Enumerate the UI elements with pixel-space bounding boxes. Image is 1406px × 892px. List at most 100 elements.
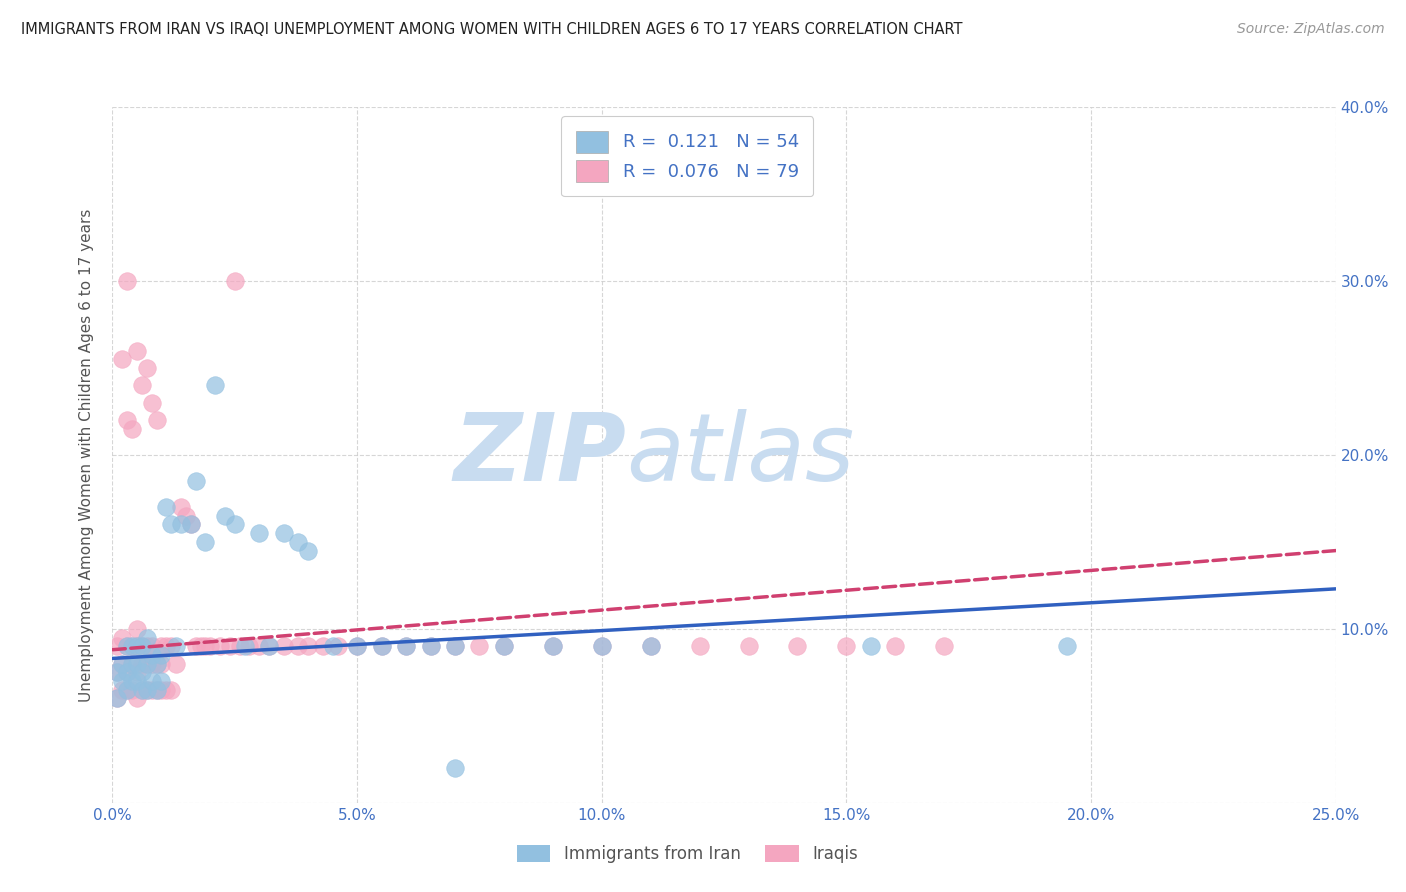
Point [135, 682, 157, 697]
Point [170, 500, 193, 514]
Point [105, 665, 128, 680]
Point [591, 639, 613, 653]
Point [135, 360, 157, 375]
Point [115, 682, 138, 697]
Point [273, 639, 295, 653]
Point [145, 657, 167, 671]
Point [786, 639, 808, 653]
Point [204, 378, 226, 392]
Point [934, 639, 956, 653]
Point [131, 682, 153, 697]
Point [444, 639, 467, 653]
Point [115, 665, 138, 680]
Point [370, 639, 392, 653]
Point [141, 682, 163, 697]
Point [287, 639, 309, 653]
Point [135, 657, 157, 671]
Point [115, 682, 138, 697]
Point [492, 639, 515, 653]
Point [257, 639, 280, 653]
Point [859, 639, 882, 653]
Point [105, 691, 128, 706]
Point [145, 413, 167, 427]
Point [121, 639, 143, 653]
Point [131, 665, 153, 680]
Point [395, 639, 418, 653]
Point [131, 639, 153, 653]
Point [297, 543, 319, 558]
Point [111, 352, 134, 367]
Point [125, 622, 148, 636]
Point [135, 639, 157, 653]
Point [141, 639, 163, 653]
Point [322, 639, 344, 653]
Point [131, 378, 153, 392]
Point [395, 639, 418, 653]
Point [155, 500, 177, 514]
Point [468, 639, 491, 653]
Point [219, 639, 242, 653]
Point [145, 657, 167, 671]
Point [190, 639, 212, 653]
Point [150, 674, 173, 689]
Text: IMMIGRANTS FROM IRAN VS IRAQI UNEMPLOYMENT AMONG WOMEN WITH CHILDREN AGES 6 TO 1: IMMIGRANTS FROM IRAN VS IRAQI UNEMPLOYME… [21, 22, 963, 37]
Point [125, 343, 148, 358]
Text: ZIP: ZIP [453, 409, 626, 501]
Point [105, 691, 128, 706]
Point [125, 657, 148, 671]
Text: Source: ZipAtlas.com: Source: ZipAtlas.com [1237, 22, 1385, 37]
Point [125, 665, 148, 680]
Point [689, 639, 711, 653]
Point [150, 682, 173, 697]
Point [115, 639, 138, 653]
Point [1056, 639, 1078, 653]
Point [121, 657, 143, 671]
Point [419, 639, 441, 653]
Point [141, 396, 163, 410]
Point [640, 639, 662, 653]
Point [131, 682, 153, 697]
Point [326, 639, 349, 653]
Point [160, 639, 183, 653]
Point [111, 657, 134, 671]
Point [312, 639, 335, 653]
Point [444, 639, 467, 653]
Point [141, 648, 163, 662]
Point [135, 682, 157, 697]
Text: atlas: atlas [626, 409, 855, 500]
Point [115, 413, 138, 427]
Legend: Immigrants from Iran, Iraqis: Immigrants from Iran, Iraqis [509, 836, 866, 871]
Point [273, 526, 295, 541]
Point [591, 639, 613, 653]
Point [111, 657, 134, 671]
Point [165, 657, 187, 671]
Point [105, 639, 128, 653]
Point [346, 639, 368, 653]
Point [492, 639, 515, 653]
Point [131, 639, 153, 653]
Point [346, 639, 368, 653]
Point [209, 639, 232, 653]
Point [180, 517, 202, 532]
Point [737, 639, 759, 653]
Point [194, 639, 217, 653]
Point [541, 639, 564, 653]
Y-axis label: Unemployment Among Women with Children Ages 6 to 17 years: Unemployment Among Women with Children A… [79, 208, 94, 702]
Point [105, 665, 128, 680]
Point [121, 422, 143, 436]
Point [115, 639, 138, 653]
Point [170, 517, 193, 532]
Point [111, 631, 134, 645]
Point [155, 682, 177, 697]
Point [257, 639, 280, 653]
Point [541, 639, 564, 653]
Point [184, 639, 207, 653]
Point [115, 665, 138, 680]
Point [194, 534, 217, 549]
Point [370, 639, 392, 653]
Point [125, 639, 148, 653]
Point [125, 691, 148, 706]
Point [200, 639, 222, 653]
Point [121, 682, 143, 697]
Point [121, 674, 143, 689]
